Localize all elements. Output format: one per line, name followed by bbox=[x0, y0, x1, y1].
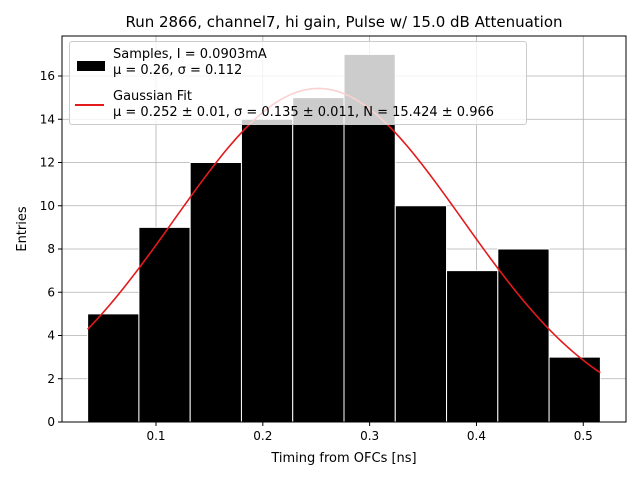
legend-samples-label: Samples, I = 0.0903mA bbox=[113, 47, 267, 62]
legend-fit-stats: μ = 0.252 ± 0.01, σ = 0.135 ± 0.011, N =… bbox=[113, 105, 495, 120]
histogram-bar bbox=[446, 270, 499, 423]
histogram-bar bbox=[394, 205, 448, 423]
x-tick-label: 0.4 bbox=[467, 429, 486, 443]
histogram-bar bbox=[87, 313, 140, 423]
legend-samples-stats: μ = 0.26, σ = 0.112 bbox=[113, 63, 243, 78]
histogram-bar bbox=[189, 162, 242, 423]
legend-samples-swatch bbox=[77, 61, 105, 71]
y-tick-label: 4 bbox=[47, 329, 55, 343]
x-axis-label: Timing from OFCs [ns] bbox=[270, 451, 416, 466]
y-tick-label: 10 bbox=[40, 199, 55, 213]
y-tick-label: 12 bbox=[40, 156, 55, 170]
y-tick-label: 6 bbox=[47, 285, 55, 299]
x-axis-ticks: 0.1 0.2 0.3 0.4 0.5 bbox=[146, 422, 593, 443]
y-axis-label: Entries bbox=[15, 206, 30, 252]
legend: Samples, I = 0.0903mA μ = 0.26, σ = 0.11… bbox=[69, 41, 527, 125]
y-tick-label: 0 bbox=[47, 415, 55, 429]
x-tick-label: 0.3 bbox=[360, 429, 379, 443]
x-tick-label: 0.5 bbox=[574, 429, 593, 443]
y-tick-label: 14 bbox=[40, 112, 55, 126]
legend-fit-swatch bbox=[75, 104, 104, 106]
axes-frame bbox=[61, 35, 627, 423]
histogram-bar bbox=[548, 356, 601, 423]
x-tick-label: 0.2 bbox=[253, 429, 272, 443]
histogram-bar bbox=[497, 248, 550, 423]
y-tick-label: 8 bbox=[47, 242, 55, 256]
y-axis-ticks: 0 2 4 6 8 10 12 14 16 bbox=[40, 69, 62, 429]
histogram-bars bbox=[87, 53, 601, 423]
histogram-bar bbox=[292, 97, 345, 423]
histogram-bar bbox=[138, 226, 191, 423]
y-tick-label: 16 bbox=[40, 69, 55, 83]
chart-title: Run 2866, channel7, hi gain, Pulse w/ 15… bbox=[125, 13, 562, 31]
histogram-bar bbox=[240, 118, 294, 423]
x-tick-label: 0.1 bbox=[146, 429, 165, 443]
y-tick-label: 2 bbox=[47, 372, 55, 386]
legend-fit-label: Gaussian Fit bbox=[113, 89, 193, 104]
